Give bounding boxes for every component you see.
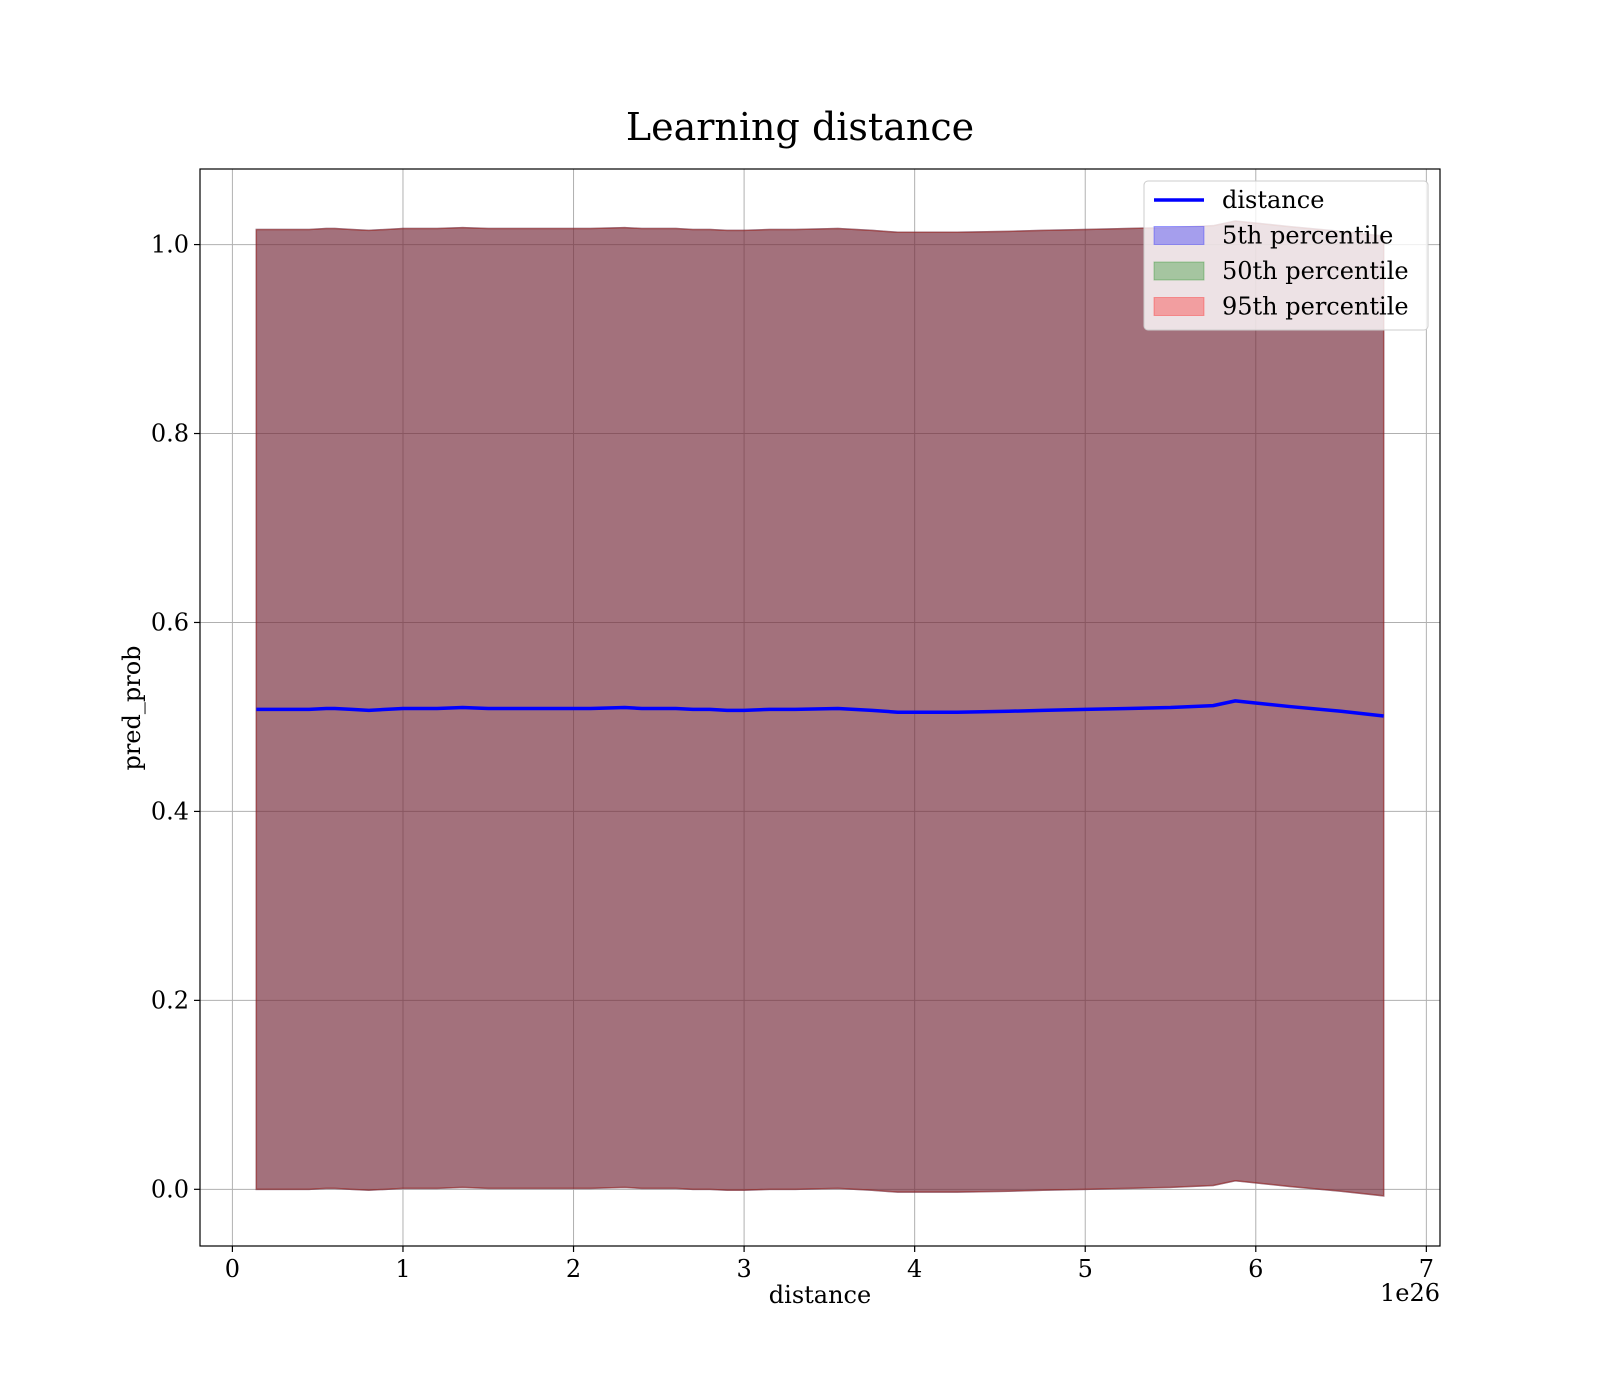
x-axis-ticks: 0 1 2 3 4 5 6 7 [225,1246,1434,1283]
legend-swatch-3 [1153,297,1205,316]
legend-label-0: distance [1222,186,1324,214]
x-axis-label: distance [769,1281,871,1309]
y-tick-label-3: 0.6 [151,608,189,636]
legend-label-1: 5th percentile [1222,222,1393,250]
y-axis-ticks: 0.0 0.2 0.4 0.6 0.8 1.0 [151,231,200,1203]
x-tick-label-1: 1 [395,1255,410,1283]
x-tick-label-5: 5 [1078,1255,1093,1283]
x-tick-label-7: 7 [1419,1255,1434,1283]
x-tick-label-6: 6 [1248,1255,1263,1283]
legend-label-3: 95th percentile [1222,293,1409,321]
legend-swatch-1 [1153,226,1205,245]
plot-frame [199,168,1441,1247]
x-tick-label-2: 2 [566,1255,581,1283]
x-tick-label-0: 0 [225,1255,240,1283]
legend-box [1143,180,1429,331]
legend-swatch-2 [1153,261,1205,281]
grid-lines [200,169,1440,1246]
y-tick-label-4: 0.8 [151,420,189,448]
y-axis-label: pred_prob [118,645,146,770]
y-tick-label-1: 0.2 [151,986,189,1014]
series-lines [256,699,1384,718]
chart-title: Learning distance [626,105,974,149]
legend: distance 5th percentile 50th percentile 95t… [1143,180,1429,331]
line-distance [256,699,1384,718]
y-tick-label-5: 1.0 [151,231,189,259]
x-tick-label-3: 3 [736,1255,751,1283]
x-tick-label-4: 4 [907,1255,922,1283]
y-tick-label-2: 0.4 [151,797,189,825]
y-tick-label-0: 0.0 [151,1175,189,1203]
legend-label-2: 50th percentile [1222,257,1409,285]
x-axis-offset-label: 1e26 [1380,1279,1440,1307]
